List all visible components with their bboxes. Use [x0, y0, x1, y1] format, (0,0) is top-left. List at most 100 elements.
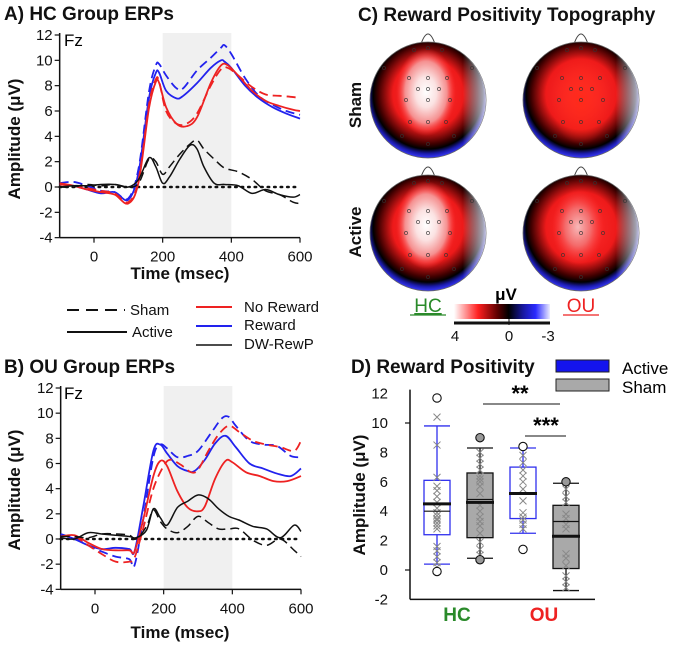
- electrode: [382, 66, 386, 70]
- data-point: [476, 513, 484, 521]
- significance-markers: *****: [483, 381, 566, 438]
- panel-b-title: B) OU Group ERPs: [4, 357, 175, 378]
- panel-b-ou-erps: B) OU Group ERPs 12 10 8 6 4 2 0 -2 -4 0 200 400 600…: [4, 357, 314, 642]
- electrode: [404, 98, 408, 102]
- electrode: [426, 76, 430, 80]
- legend-active-swatch: [555, 359, 610, 373]
- electrode: [605, 267, 609, 271]
- data-point: [476, 454, 484, 463]
- data-point: [476, 507, 484, 516]
- y-tick-label: 0: [44, 179, 52, 196]
- series-no-reward-active: [59, 62, 301, 205]
- electrode: [448, 98, 452, 102]
- topo-map-hc-active: [369, 166, 487, 292]
- electrode: [400, 134, 404, 138]
- electrode: [590, 220, 594, 224]
- electrode: [444, 253, 448, 257]
- electrode: [426, 46, 430, 50]
- outlier: [561, 477, 571, 487]
- y-tick-label: 12: [37, 380, 54, 397]
- electrode: [470, 66, 474, 70]
- y-tick-label: 10: [37, 405, 54, 422]
- y-tick-label: 6: [45, 456, 53, 473]
- x-tick-label: 400: [219, 249, 244, 266]
- legend-active-label: Active: [132, 324, 173, 341]
- topo-map-hc-sham: [369, 33, 487, 159]
- data-point: [433, 558, 441, 567]
- data-point: [562, 498, 570, 507]
- nose: [420, 166, 436, 178]
- panel-a-hc-erps: A) HC Group ERPs 12 10 8 6 4 2 0 -2 -4 0 200 400 600…: [4, 4, 313, 283]
- scalp-highlight: [370, 175, 486, 291]
- y-tick-label: 10: [36, 52, 53, 69]
- scalp-highlight: [523, 175, 639, 291]
- outlier: [518, 441, 528, 452]
- series-dw-rewp-active: [60, 494, 302, 540]
- data-point: [519, 477, 527, 486]
- data-point: [476, 475, 484, 483]
- electrode: [440, 181, 444, 185]
- data-point: [476, 460, 484, 469]
- row-label-sham: Sham: [346, 82, 365, 128]
- electrode: [412, 48, 416, 52]
- x-tick-label: 200: [150, 249, 175, 266]
- panel-b-series: [60, 415, 302, 569]
- electrode: [579, 87, 583, 91]
- electrode: [382, 199, 386, 203]
- x-tick-label: 200: [151, 600, 176, 617]
- electrode: [426, 87, 430, 91]
- panel-b-axes: 12 10 8 6 4 2 0 -2 -4 0 200 400 600: [37, 380, 314, 617]
- electrode: [452, 134, 456, 138]
- legend-reward-label: Reward: [244, 317, 296, 334]
- iqr-box: [466, 472, 494, 539]
- electrode: [579, 120, 583, 124]
- electrode: [579, 231, 583, 235]
- legend-sham-label: Sham: [130, 302, 169, 319]
- legend-active-label: Active: [622, 359, 668, 378]
- y-tick-label: 8: [45, 430, 53, 447]
- y-tick-label: 10: [371, 415, 388, 432]
- channel-label: Fz: [64, 31, 83, 50]
- data-point: [562, 492, 570, 501]
- panel-b-ylabel: Amplitude (μV): [5, 430, 24, 551]
- y-tick-label: 4: [45, 481, 53, 498]
- topo-map-ou-active: [522, 166, 640, 292]
- electrode: [426, 275, 430, 279]
- data-point: [519, 466, 527, 474]
- y-tick-label: 8: [44, 78, 52, 95]
- analysis-window-shading: [163, 386, 233, 590]
- data-point: [433, 473, 441, 482]
- analysis-window-shading: [162, 33, 232, 238]
- data-point: [433, 482, 441, 491]
- panel-d-title: D) Reward Positivity: [351, 357, 535, 378]
- electrode: [601, 231, 605, 235]
- series-no-reward-sham: [60, 424, 302, 564]
- electrode: [426, 120, 430, 124]
- nose: [573, 33, 589, 45]
- data-point: [433, 511, 441, 520]
- data-point: [519, 508, 527, 517]
- electrode: [426, 220, 430, 224]
- y-tick-label: 2: [45, 506, 53, 523]
- y-tick-label: 4: [380, 503, 388, 520]
- box-ou-active: [509, 441, 537, 555]
- data-point: [433, 514, 441, 523]
- panel-c-title: C) Reward Positivity Topography: [358, 5, 656, 26]
- electrode: [569, 220, 573, 224]
- electrode: [579, 253, 583, 257]
- electrode: [445, 209, 449, 213]
- electrode: [579, 275, 583, 279]
- series-reward-sham: [60, 415, 302, 569]
- nose: [573, 166, 589, 178]
- sig-label-double: **: [511, 381, 529, 406]
- electrode: [426, 253, 430, 257]
- electrode: [437, 87, 441, 91]
- electrode: [535, 66, 539, 70]
- data-point: [562, 520, 570, 529]
- electrode: [560, 76, 564, 80]
- electrode: [579, 220, 583, 224]
- legend-dwrewp-label: DW-RewP: [244, 336, 314, 353]
- electrode: [598, 76, 602, 80]
- box-ou-sham: [552, 477, 580, 592]
